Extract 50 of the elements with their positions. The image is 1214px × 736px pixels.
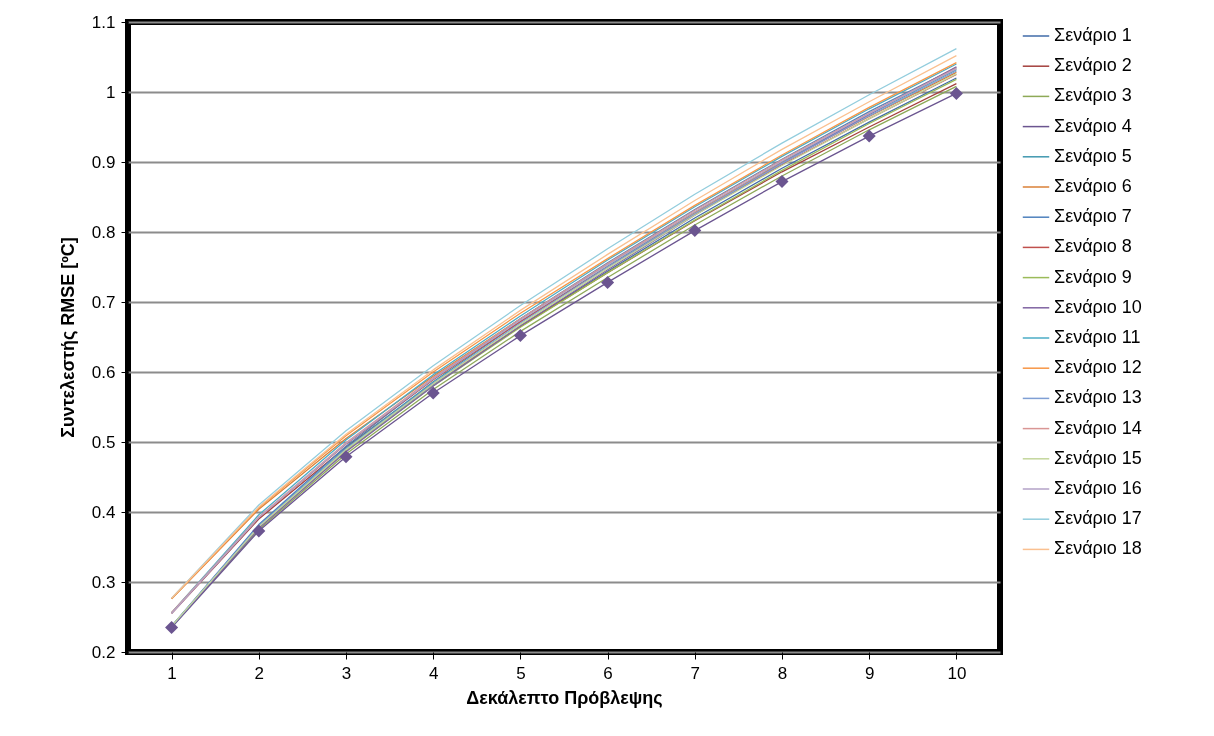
y-tick-label: 0.7 xyxy=(91,292,116,312)
y-tick-label: 0.8 xyxy=(91,222,116,242)
point xyxy=(601,275,615,289)
x-tick-label: 1 xyxy=(167,663,177,683)
legend-label: Σενάριο 16 xyxy=(1054,478,1142,498)
legend-label: Σενάριο 17 xyxy=(1054,508,1142,529)
y-tick-label: 1 xyxy=(106,82,116,102)
legend-label: Σενάριο 14 xyxy=(1054,417,1142,438)
y-tick-label: 0.4 xyxy=(91,502,116,522)
y-tick-label: 0.2 xyxy=(91,642,116,662)
legend-label: Σενάριο 2 xyxy=(1054,55,1132,76)
legend-label: Σενάριο 10 xyxy=(1054,296,1142,317)
legend-label: Σενάριο 8 xyxy=(1054,236,1132,257)
point xyxy=(426,386,440,400)
y-tick-label: 1.1 xyxy=(91,12,116,32)
legend-label: Σενάριο 4 xyxy=(1054,115,1132,136)
y-tick-label: 0.5 xyxy=(91,432,116,452)
y-tick-label: 0.6 xyxy=(91,362,116,382)
x-tick-label: 2 xyxy=(254,663,265,683)
legend-label: Σενάριο 9 xyxy=(1054,266,1132,287)
legend-label: Σενάριο 3 xyxy=(1054,85,1132,106)
point xyxy=(949,86,963,100)
x-tick-label: 8 xyxy=(777,663,788,683)
point xyxy=(862,129,876,143)
point xyxy=(688,224,702,238)
point xyxy=(252,524,266,538)
x-tick-label: 3 xyxy=(341,663,352,683)
point xyxy=(513,329,527,343)
legend-label: Σενάριο 15 xyxy=(1054,447,1142,468)
legend-label: Σενάριο 7 xyxy=(1054,206,1132,227)
x-tick-label: 4 xyxy=(428,663,439,683)
x-tick-label: 7 xyxy=(690,663,701,683)
x-axis-title: Δεκάλεπτο Πρόβλεψης xyxy=(466,687,663,708)
legend-label: Σενάριο 12 xyxy=(1054,357,1142,378)
legend-label: Σενάριο 13 xyxy=(1054,387,1142,408)
legend-label: Σενάριο 1 xyxy=(1054,25,1132,45)
legend-label: Σενάριο 11 xyxy=(1054,327,1141,347)
legend-label: Σενάριο 5 xyxy=(1054,145,1132,166)
x-tick-label: 10 xyxy=(947,663,967,683)
y-tick-label: 0.3 xyxy=(91,572,116,592)
point xyxy=(165,620,179,635)
legend-label: Σενάριο 6 xyxy=(1054,176,1132,196)
x-tick-label: 9 xyxy=(864,663,875,683)
legend-label: Σενάριο 18 xyxy=(1054,538,1142,559)
y-tick-label: 0.9 xyxy=(91,152,116,172)
y-axis-title: Συντελεστής RMSE [ºC] xyxy=(57,237,78,438)
x-tick-label: 5 xyxy=(516,663,526,683)
point xyxy=(775,175,789,189)
x-tick-label: 6 xyxy=(603,663,613,683)
point xyxy=(339,450,353,464)
